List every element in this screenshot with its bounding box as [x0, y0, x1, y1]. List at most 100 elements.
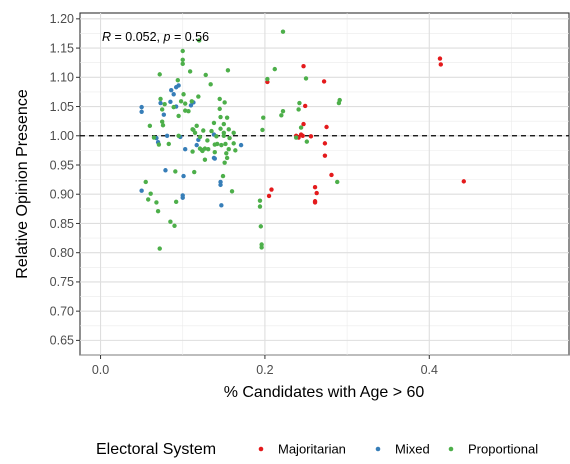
point-proportional: [186, 109, 191, 114]
point-majoritarian: [314, 190, 319, 196]
y-tick-label: 1.20: [50, 12, 74, 26]
point-proportional: [226, 147, 231, 152]
point-majoritarian: [461, 179, 466, 184]
point-proportional: [261, 115, 266, 120]
point-proportional: [217, 96, 222, 102]
point-proportional: [192, 130, 198, 136]
point-proportional: [151, 135, 157, 140]
point-proportional: [180, 48, 185, 54]
point-mixed: [161, 112, 167, 117]
point-proportional: [157, 246, 162, 251]
x-tick-label: 0.4: [421, 363, 438, 377]
point-proportional: [211, 120, 217, 126]
point-proportional: [202, 157, 208, 162]
point-proportional: [259, 245, 264, 250]
y-axis-title: Relative Opinion Presence: [14, 89, 31, 279]
y-tick-label: 0.80: [50, 246, 74, 260]
point-proportional: [257, 204, 263, 209]
point-proportional: [166, 141, 171, 147]
point-proportional: [222, 160, 227, 165]
point-majoritarian: [301, 121, 306, 127]
point-proportional: [233, 148, 238, 153]
point-mixed: [181, 173, 186, 179]
point-proportional: [194, 123, 199, 129]
point-proportional: [162, 102, 167, 107]
point-proportional: [272, 66, 277, 72]
point-proportional: [205, 138, 210, 143]
point-proportional: [226, 127, 231, 132]
point-proportional: [173, 199, 179, 205]
point-mixed: [139, 104, 144, 110]
legend-label-mixed: Mixed: [395, 442, 430, 457]
point-proportional: [183, 108, 188, 113]
plot-panel: [79, 12, 570, 356]
point-mixed: [169, 87, 174, 93]
point-mixed: [176, 83, 181, 88]
point-proportional: [229, 189, 235, 194]
point-proportional: [220, 173, 226, 179]
p-label: p: [163, 30, 171, 44]
y-tick-label: 0.85: [50, 217, 74, 231]
point-proportional: [172, 223, 177, 228]
point-proportional: [175, 78, 180, 83]
point-majoritarian: [312, 185, 318, 190]
point-proportional: [225, 68, 231, 73]
y-tick-label: 0.65: [50, 334, 74, 348]
point-mixed: [212, 156, 217, 161]
y-tick-label: 0.90: [50, 188, 74, 202]
point-proportional: [223, 141, 228, 147]
point-proportional: [190, 149, 195, 154]
point-proportional: [180, 61, 185, 67]
point-proportional: [231, 141, 236, 146]
point-proportional: [215, 141, 220, 147]
x-tick-label: 0.0: [92, 363, 109, 377]
point-proportional: [192, 169, 197, 175]
point-proportional: [214, 134, 219, 139]
point-proportional: [168, 219, 173, 224]
point-proportional: [257, 198, 263, 203]
point-proportional: [173, 169, 178, 174]
y-tick-label: 1.00: [50, 129, 74, 143]
point-proportional: [212, 149, 217, 155]
y-axis-ticks: 0.65 0.70 0.75 0.80 0.85 0.90 0.95 1.00 1.05 1.10…: [50, 12, 80, 348]
y-tick-label: 0.95: [50, 158, 74, 172]
point-proportional: [304, 139, 310, 144]
point-proportional: [224, 155, 230, 161]
point-proportional: [196, 38, 202, 43]
point-proportional: [176, 113, 181, 119]
point-proportional: [189, 99, 194, 104]
y-tick-label: 1.10: [50, 71, 74, 85]
point-proportional: [208, 82, 213, 87]
point-majoritarian: [324, 124, 329, 130]
point-majoritarian: [308, 134, 314, 139]
point-proportional: [147, 123, 153, 129]
point-proportional: [155, 208, 161, 214]
point-mixed: [164, 133, 170, 138]
grid-major: [80, 13, 569, 355]
point-proportional: [197, 134, 203, 140]
point-proportional: [279, 113, 284, 118]
point-majoritarian: [301, 63, 306, 69]
p-value: = 0.56: [170, 30, 209, 44]
point-mixed: [168, 99, 173, 105]
legend-label-majoritarian: Majoritarian: [278, 442, 346, 457]
point-proportional: [224, 115, 230, 120]
legend-label-proportional: Proportional: [468, 442, 538, 457]
legend-key-mixed: [375, 446, 381, 452]
point-proportional: [209, 128, 214, 134]
point-proportional: [335, 179, 340, 185]
legend-key-majoritarian: [258, 446, 264, 452]
point-majoritarian: [437, 56, 443, 61]
legend-key-proportional: [448, 446, 454, 452]
point-mixed: [188, 103, 194, 108]
point-majoritarian: [266, 193, 272, 199]
point-proportional: [280, 109, 286, 114]
point-majoritarian: [438, 62, 443, 67]
point-proportional: [156, 142, 162, 147]
point-proportional: [196, 94, 201, 99]
point-proportional: [280, 29, 286, 34]
point-proportional: [157, 72, 162, 77]
point-proportional: [160, 123, 166, 128]
point-proportional: [180, 57, 185, 62]
